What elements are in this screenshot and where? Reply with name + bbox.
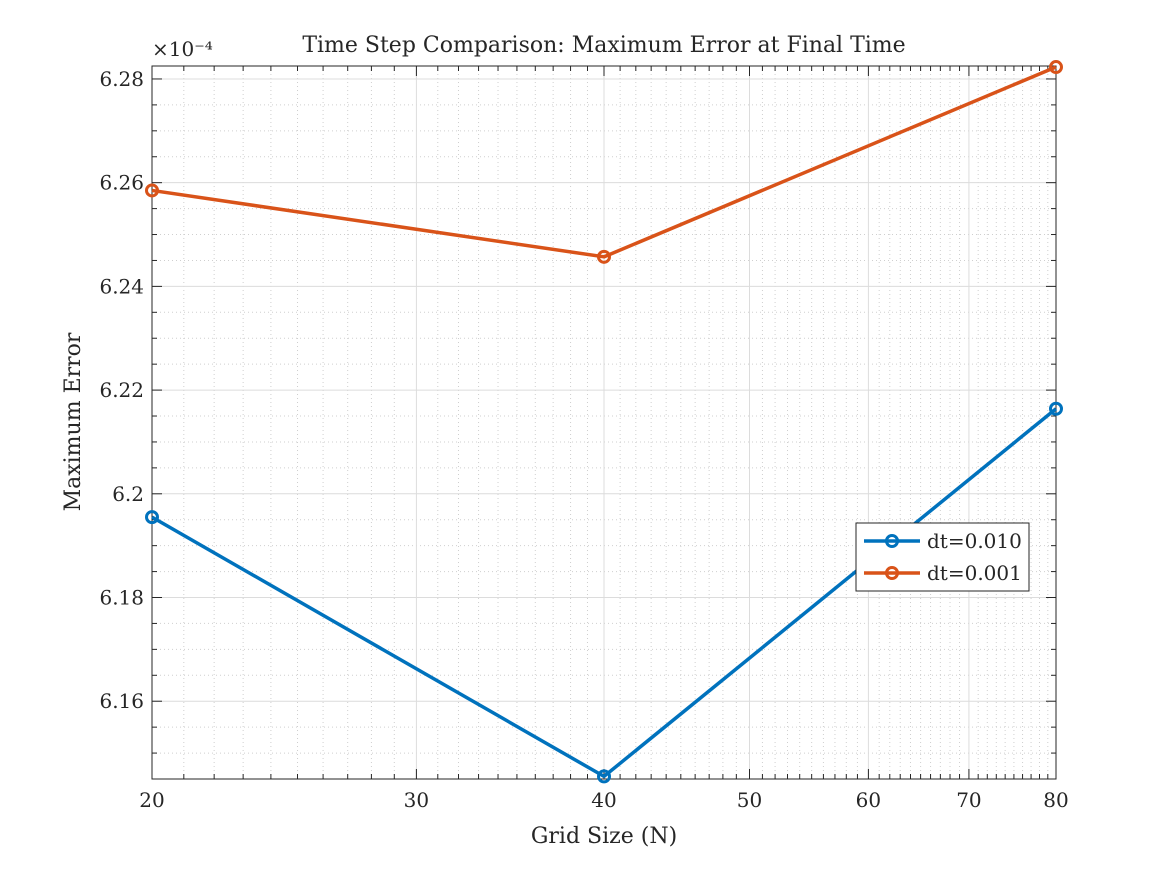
x-tick-label: 20 xyxy=(139,788,164,812)
legend-item[interactable]: dt=0.001 xyxy=(864,561,1022,585)
series-line xyxy=(151,65,1057,259)
x-tick-label: 40 xyxy=(591,788,616,812)
legend-swatch-marker xyxy=(885,566,899,580)
legend-swatch-marker xyxy=(885,534,899,548)
legend[interactable]: dt=0.010 dt=0.001 xyxy=(855,522,1030,592)
legend-box xyxy=(855,522,1030,592)
x-tick-label: 80 xyxy=(1043,788,1068,812)
y-axis-label: Maximum Error xyxy=(61,332,86,511)
data-point xyxy=(1049,401,1063,416)
x-tick-label: 50 xyxy=(737,788,762,812)
y-tick-label: 6.2 xyxy=(112,482,144,506)
y-tick-label: 6.26 xyxy=(99,171,144,195)
legend-label: dt=0.001 xyxy=(927,561,1022,585)
x-tick-label: 60 xyxy=(856,788,881,812)
ticks-layer: 20 30 40 50 60 70 80 6.16 6.18 6.2 6.22 6.24 6.26 6.2… xyxy=(99,66,1069,812)
y-tick-label: 6.18 xyxy=(99,586,144,610)
x-tick-label: 30 xyxy=(404,788,429,812)
series-2 xyxy=(145,60,1063,264)
y-tick-label: 6.28 xyxy=(99,67,144,91)
data-point xyxy=(1049,60,1063,75)
data-point xyxy=(597,249,611,264)
data-point xyxy=(145,183,159,198)
x-axis-label: Grid Size (N) xyxy=(531,824,677,849)
chart-title: Time Step Comparison: Maximum Error at F… xyxy=(302,33,905,58)
y-tick-label: 6.22 xyxy=(99,378,144,402)
data-point xyxy=(145,510,159,525)
y-tick-label: 6.16 xyxy=(99,689,144,713)
legend-item[interactable]: dt=0.010 xyxy=(864,529,1022,553)
x-tick-label: 70 xyxy=(956,788,981,812)
y-tick-label: 6.24 xyxy=(99,274,144,298)
y-axis-exponent-label: ×10⁻⁴ xyxy=(152,37,213,61)
data-point xyxy=(597,769,611,784)
legend-label: dt=0.010 xyxy=(927,529,1022,553)
